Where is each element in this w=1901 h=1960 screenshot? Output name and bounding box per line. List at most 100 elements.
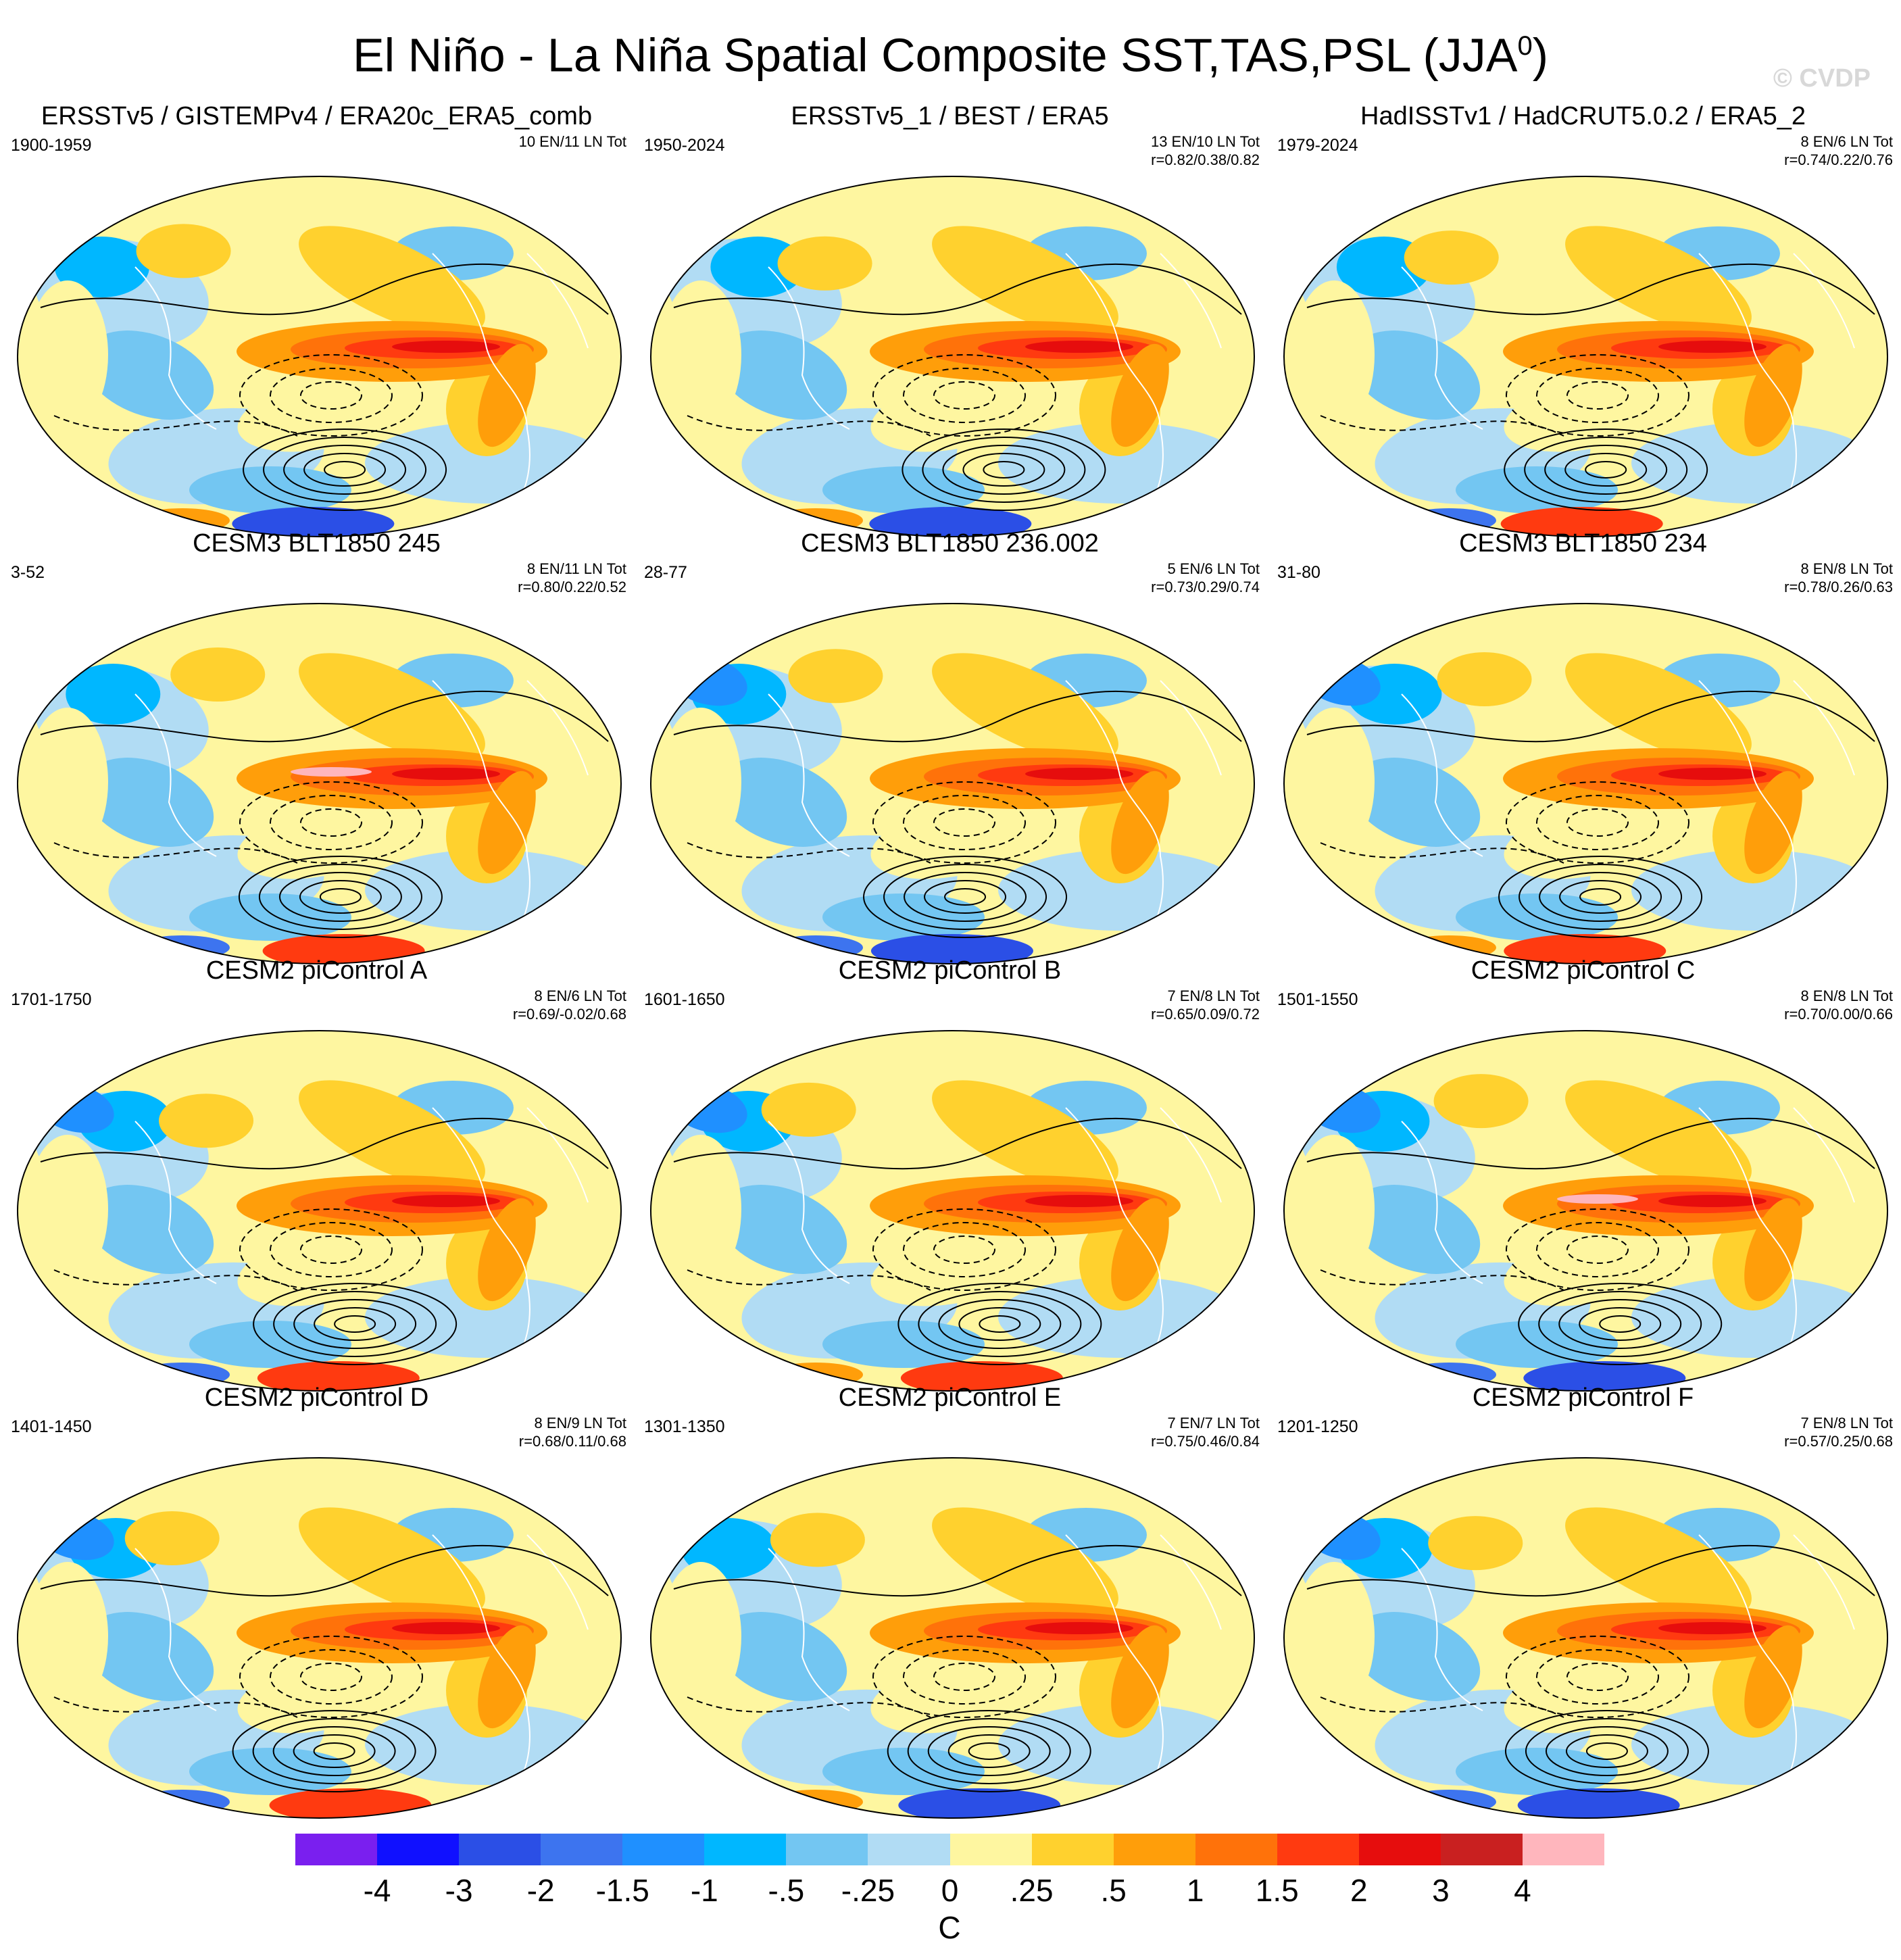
global-map — [17, 1457, 622, 1819]
map-panel: CESM2 piControl F 1201-1250 7 EN/8 LN To… — [1266, 1383, 1900, 1819]
colorbar-tick-label: .5 — [1100, 1873, 1127, 1908]
colorbar-swatch — [704, 1834, 787, 1865]
colorbar-tick-label: -.25 — [841, 1873, 895, 1908]
colorbar-tick-label: -1 — [690, 1873, 718, 1908]
map-panel: CESM3 BLT1850 245 3-52 8 EN/11 LN Tot r=… — [0, 529, 633, 964]
colorbar-tick-label: 0 — [941, 1873, 959, 1908]
figure-title-superscript: 0 — [1517, 31, 1533, 61]
panel-title: CESM3 BLT1850 234 — [1459, 529, 1707, 558]
colorbar-tick-label: 3 — [1432, 1873, 1450, 1908]
panel-title: ERSSTv5 / GISTEMPv4 / ERA20c_ERA5_comb — [41, 102, 593, 130]
map-panel: CESM2 piControl D 1401-1450 8 EN/9 LN To… — [0, 1383, 633, 1819]
colorbar-swatch — [1358, 1834, 1441, 1865]
colorbar-swatch — [1277, 1834, 1359, 1865]
panel-correlations: r=0.78/0.26/0.63 — [1784, 579, 1893, 595]
global-map — [650, 1457, 1255, 1819]
figure-title: El Niño - La Niña Spatial Composite SST,… — [0, 19, 1901, 82]
panel-years: 1401-1450 — [11, 1417, 92, 1436]
panel-correlations: r=0.74/0.22/0.76 — [1784, 151, 1893, 168]
panel-title: ERSSTv5_1 / BEST / ERA5 — [791, 102, 1109, 130]
panel-correlations: r=0.69/-0.02/0.68 — [512, 1006, 626, 1023]
panel-title: CESM2 piControl F — [1472, 1383, 1694, 1412]
colorbar-swatch — [786, 1834, 868, 1865]
panel-years: 1601-1650 — [644, 990, 725, 1009]
colorbar-tick-label: 1.5 — [1255, 1873, 1299, 1908]
colorbar-swatch — [949, 1834, 1032, 1865]
panel-title: CESM2 piControl B — [838, 956, 1062, 985]
global-map — [17, 603, 622, 964]
colorbar-swatch — [295, 1834, 378, 1865]
cvdp-watermark: © CVDP — [1773, 64, 1871, 93]
panel-years: 1900-1959 — [11, 136, 92, 155]
global-map — [650, 176, 1255, 537]
colorbar-tick-label: -1.5 — [595, 1873, 649, 1908]
panel-event-counts: 13 EN/10 LN Tot — [1150, 133, 1260, 150]
colorbar-tick-label: -2 — [526, 1873, 555, 1908]
colorbar-swatch — [868, 1834, 950, 1865]
panel-title: CESM2 piControl D — [204, 1383, 429, 1412]
panel-event-counts: 5 EN/6 LN Tot — [1167, 560, 1260, 577]
panel-title: CESM3 BLT1850 245 — [193, 529, 441, 558]
global-map — [1283, 176, 1888, 537]
panel-event-counts: 7 EN/8 LN Tot — [1800, 1415, 1893, 1431]
colorbar — [295, 1834, 1604, 1865]
panel-title: CESM2 piControl C — [1471, 956, 1696, 985]
colorbar-swatch — [1522, 1834, 1604, 1865]
panel-event-counts: 8 EN/8 LN Tot — [1800, 987, 1893, 1004]
colorbar-swatch — [541, 1834, 623, 1865]
panel-years: 28-77 — [644, 563, 687, 582]
panel-event-counts: 8 EN/6 LN Tot — [1800, 133, 1893, 150]
panel-title: CESM3 BLT1850 236.002 — [801, 529, 1099, 558]
figure-title-closing: ) — [1532, 28, 1549, 82]
map-panel: CESM2 piControl A 1701-1750 8 EN/6 LN To… — [0, 956, 633, 1392]
panel-years: 1301-1350 — [644, 1417, 725, 1436]
panel-event-counts: 8 EN/11 LN Tot — [526, 560, 626, 577]
panel-correlations: r=0.68/0.11/0.68 — [518, 1433, 626, 1450]
map-panel: CESM2 piControl E 1301-1350 7 EN/7 LN To… — [633, 1383, 1266, 1819]
colorbar-tick-label: -4 — [363, 1873, 391, 1908]
panel-correlations: r=0.70/0.00/0.66 — [1784, 1006, 1893, 1023]
global-map — [1283, 603, 1888, 964]
panel-correlations: r=0.82/0.38/0.82 — [1151, 151, 1260, 168]
colorbar-swatch — [1440, 1834, 1523, 1865]
global-map — [650, 1030, 1255, 1392]
colorbar-tick-label: -3 — [445, 1873, 473, 1908]
global-map — [1283, 1030, 1888, 1392]
panel-event-counts: 10 EN/11 LN Tot — [518, 133, 626, 150]
panel-correlations: r=0.73/0.29/0.74 — [1151, 579, 1260, 595]
panel-correlations: r=0.57/0.25/0.68 — [1784, 1433, 1893, 1450]
map-panel: CESM3 BLT1850 236.002 28-77 5 EN/6 LN To… — [633, 529, 1266, 964]
panel-event-counts: 7 EN/8 LN Tot — [1167, 987, 1260, 1004]
panel-years: 1979-2024 — [1277, 136, 1358, 155]
colorbar-swatch — [1195, 1834, 1277, 1865]
figure-title-text: El Niño - La Niña Spatial Composite SST,… — [352, 28, 1518, 82]
panel-event-counts: 8 EN/8 LN Tot — [1800, 560, 1893, 577]
map-panel: ERSSTv5_1 / BEST / ERA5 1950-2024 13 EN/… — [633, 101, 1266, 537]
panel-correlations: r=0.80/0.22/0.52 — [518, 579, 626, 595]
panel-title: HadISSTv1 / HadCRUT5.0.2 / ERA5_2 — [1360, 102, 1806, 130]
colorbar-tick-label: .25 — [1010, 1873, 1054, 1908]
colorbar-tick-label: 1 — [1186, 1873, 1204, 1908]
panel-years: 31-80 — [1277, 563, 1320, 582]
panel-title: CESM2 piControl A — [205, 956, 428, 985]
map-panel: CESM2 piControl C 1501-1550 8 EN/8 LN To… — [1266, 956, 1900, 1392]
colorbar-swatch — [1113, 1834, 1195, 1865]
panel-years: 3-52 — [11, 563, 45, 582]
panel-event-counts: 7 EN/7 LN Tot — [1167, 1415, 1260, 1431]
global-map — [17, 176, 622, 537]
panel-years: 1950-2024 — [644, 136, 725, 155]
panel-correlations: r=0.75/0.46/0.84 — [1151, 1433, 1260, 1450]
global-map — [1283, 1457, 1888, 1819]
global-map — [17, 1030, 622, 1392]
map-panel: HadISSTv1 / HadCRUT5.0.2 / ERA5_2 1979-2… — [1266, 101, 1900, 537]
colorbar-tick-label: 2 — [1350, 1873, 1368, 1908]
panel-years: 1501-1550 — [1277, 990, 1358, 1009]
map-panel: CESM3 BLT1850 234 31-80 8 EN/8 LN Tot r=… — [1266, 529, 1900, 964]
global-map — [650, 603, 1255, 964]
panel-event-counts: 8 EN/6 LN Tot — [534, 987, 626, 1004]
panel-event-counts: 8 EN/9 LN Tot — [534, 1415, 626, 1431]
colorbar-swatch — [622, 1834, 705, 1865]
panel-correlations: r=0.65/0.09/0.72 — [1151, 1006, 1260, 1023]
map-panel: ERSSTv5 / GISTEMPv4 / ERA20c_ERA5_comb 1… — [0, 101, 633, 537]
map-panel: CESM2 piControl B 1601-1650 7 EN/8 LN To… — [633, 956, 1266, 1392]
